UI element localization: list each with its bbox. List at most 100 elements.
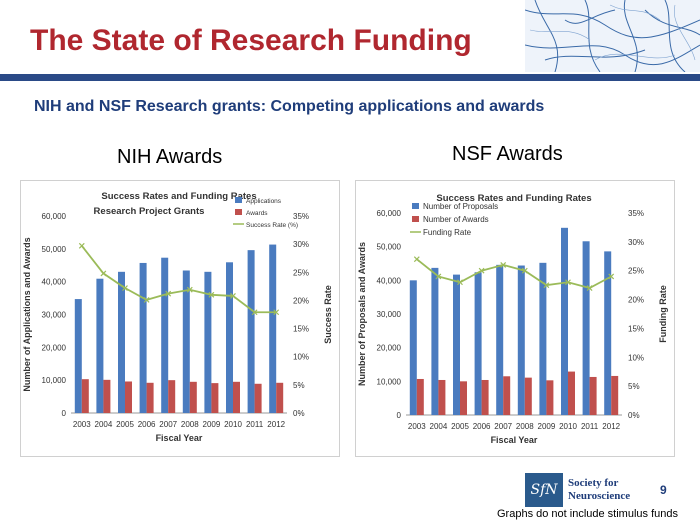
- legend-swatch: [412, 216, 419, 222]
- y2-tick-label: 5%: [293, 381, 305, 390]
- y2-tick-label: 0%: [293, 409, 305, 418]
- bar: [118, 271, 125, 413]
- bar: [125, 381, 132, 413]
- y-tick-label: 0: [397, 411, 402, 420]
- nih-section-label: NIH Awards: [117, 146, 223, 168]
- y2-axis-title: Funding Rate: [658, 285, 668, 343]
- line-point: [435, 273, 442, 280]
- bar: [611, 375, 619, 415]
- y-tick-label: 40,000: [42, 278, 67, 287]
- x-tick-label: 2006: [473, 422, 491, 431]
- y2-tick-label: 15%: [293, 325, 309, 334]
- y2-axis-title: Success Rate: [323, 285, 333, 344]
- line-point: [586, 285, 593, 291]
- legend-label: Funding Rate: [423, 228, 472, 237]
- line-point: [500, 262, 507, 268]
- bar: [416, 378, 424, 415]
- line-point: [478, 267, 485, 274]
- x-tick-label: 2012: [267, 420, 285, 429]
- line-point: [165, 290, 172, 297]
- bar: [276, 382, 284, 413]
- bar: [561, 227, 568, 415]
- y-tick-label: 20,000: [42, 343, 67, 352]
- nsf-section-label: NSF Awards: [452, 143, 563, 165]
- legend-label: Success Rate (%): [246, 222, 298, 229]
- x-tick-label: 2006: [138, 420, 156, 429]
- y-tick-label: 0: [62, 409, 67, 418]
- y2-tick-label: 35%: [628, 209, 644, 218]
- y2-tick-label: 10%: [293, 353, 309, 362]
- bar: [269, 244, 277, 413]
- legend-label: Number of Proposals: [423, 202, 498, 211]
- bar: [539, 262, 547, 415]
- line-point: [186, 286, 193, 293]
- footnote: Graphs do not include stimulus funds: [497, 508, 678, 520]
- y2-tick-label: 20%: [628, 296, 644, 305]
- line-point: [143, 296, 150, 303]
- bar: [604, 251, 612, 415]
- y2-tick-label: 30%: [293, 240, 309, 249]
- bar: [81, 379, 89, 413]
- bar: [226, 262, 233, 413]
- y-axis-title: Number of Applications and Awards: [22, 237, 32, 391]
- bar: [431, 267, 439, 415]
- y-axis-title: Number of Proposals and Awards: [357, 242, 367, 386]
- org-name: Society for Neuroscience: [568, 477, 630, 503]
- org-name-line2: Neuroscience: [568, 490, 631, 502]
- bar: [254, 383, 262, 413]
- line-point: [100, 270, 107, 277]
- line-point: [122, 285, 128, 291]
- bar: [168, 380, 176, 413]
- bar: [589, 376, 597, 415]
- chart-subtitle: Research Project Grants: [94, 206, 205, 217]
- y-tick-label: 10,000: [377, 377, 402, 386]
- bar: [103, 379, 111, 413]
- x-tick-label: 2005: [451, 422, 469, 431]
- chart-title: Success Rates and Funding Rates: [101, 191, 256, 202]
- bar: [503, 376, 511, 415]
- line-point: [208, 291, 215, 298]
- line-series: [416, 258, 612, 289]
- bar: [582, 241, 590, 415]
- line-series: [81, 245, 277, 314]
- y-tick-label: 10,000: [42, 376, 67, 385]
- x-tick-label: 2007: [494, 422, 512, 431]
- bar: [247, 250, 255, 413]
- y-tick-label: 30,000: [42, 311, 67, 320]
- x-tick-label: 2009: [538, 422, 556, 431]
- org-name-line1: Society for: [568, 477, 619, 489]
- bar: [524, 377, 532, 415]
- y-tick-label: 20,000: [377, 344, 402, 353]
- x-axis-title: Fiscal Year: [156, 433, 203, 443]
- bar: [182, 270, 190, 413]
- bar: [496, 264, 504, 415]
- line-point: [565, 279, 571, 286]
- slide-title: The State of Research Funding: [30, 24, 472, 57]
- y2-tick-label: 35%: [293, 212, 309, 221]
- x-tick-label: 2010: [559, 422, 577, 431]
- nih-chart-panel: Success Rates and Funding Rates Research …: [20, 180, 340, 457]
- x-tick-label: 2008: [516, 422, 534, 431]
- legend-label: Applications: [246, 198, 282, 205]
- y2-tick-label: 20%: [293, 296, 309, 305]
- bar: [189, 381, 197, 413]
- x-tick-label: 2011: [246, 420, 264, 429]
- bar: [460, 381, 467, 415]
- line-point: [413, 256, 420, 263]
- line-point: [521, 267, 528, 274]
- line-point: [230, 293, 236, 299]
- x-tick-label: 2011: [581, 422, 599, 431]
- line-point: [457, 279, 463, 286]
- legend-swatch: [235, 209, 242, 215]
- legend-label: Awards: [246, 210, 268, 217]
- x-tick-label: 2004: [95, 420, 113, 429]
- bar: [211, 383, 219, 413]
- sfn-logo: SfN: [525, 473, 563, 507]
- y-tick-label: 40,000: [377, 276, 402, 285]
- x-tick-label: 2012: [602, 422, 620, 431]
- x-tick-label: 2007: [159, 420, 177, 429]
- nsf-chart: Success Rates and Funding Rates 0 10,000 20…: [357, 193, 668, 445]
- neuron-image: [525, 0, 700, 72]
- bar: [96, 278, 104, 413]
- y-tick-label: 50,000: [42, 245, 67, 254]
